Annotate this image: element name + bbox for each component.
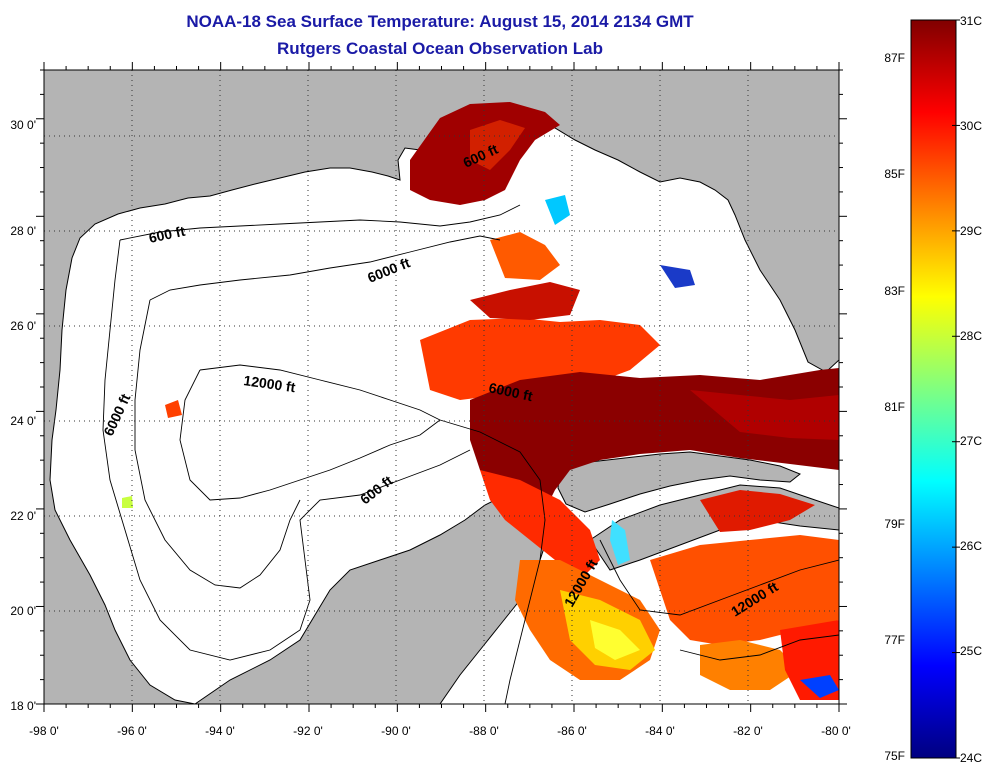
x-tick-label: -86 0' bbox=[557, 724, 587, 738]
fahrenheit-label: 81F bbox=[884, 400, 905, 414]
sst-data-layer bbox=[122, 102, 839, 700]
y-tick-label: 24 0' bbox=[10, 414, 36, 428]
colorbar-celsius-labels: 31C 30C 29C 28C 27C 26C 25C 24C bbox=[960, 14, 982, 765]
y-axis-labels: 18 0' 20 0' 22 0' 24 0' 26 0' 28 0' 30 0… bbox=[10, 118, 36, 713]
fahrenheit-label: 77F bbox=[884, 633, 905, 647]
contour-label: 12000 ft bbox=[243, 372, 297, 395]
land-cuba bbox=[557, 451, 801, 513]
celsius-label: 25C bbox=[960, 644, 982, 658]
y-tick-label: 18 0' bbox=[10, 699, 36, 713]
colorbar: 31C 30C 29C 28C 27C 26C 25C 24C 87F 85F … bbox=[884, 14, 982, 765]
x-tick-label: -98 0' bbox=[29, 724, 59, 738]
land-yucatan bbox=[194, 494, 546, 704]
x-tick-label: -80 0' bbox=[821, 724, 851, 738]
map-title: NOAA-18 Sea Surface Temperature: August … bbox=[186, 12, 694, 31]
y-tick-label: 22 0' bbox=[10, 509, 36, 523]
map-gridlines bbox=[44, 70, 839, 704]
fahrenheit-label: 83F bbox=[884, 284, 905, 298]
x-tick-label: -82 0' bbox=[733, 724, 763, 738]
y-tick-label: 28 0' bbox=[10, 224, 36, 238]
fahrenheit-label: 75F bbox=[884, 749, 905, 763]
x-tick-label: -92 0' bbox=[293, 724, 323, 738]
x-tick-label: -88 0' bbox=[469, 724, 499, 738]
celsius-label: 28C bbox=[960, 329, 982, 343]
x-tick-label: -94 0' bbox=[205, 724, 235, 738]
celsius-label: 27C bbox=[960, 434, 982, 448]
x-axis-labels: -98 0' -96 0' -94 0' -92 0' -90 0' -88 0… bbox=[29, 724, 851, 738]
fahrenheit-label: 79F bbox=[884, 517, 905, 531]
bathymetry-contours bbox=[102, 204, 839, 704]
celsius-label: 29C bbox=[960, 224, 982, 238]
axis-ticks bbox=[36, 62, 847, 712]
y-tick-label: 26 0' bbox=[10, 319, 36, 333]
celsius-label: 26C bbox=[960, 539, 982, 553]
colorbar-ticks bbox=[952, 19, 960, 759]
celsius-label: 30C bbox=[960, 119, 982, 133]
contour-label: 600 ft bbox=[147, 223, 186, 246]
fahrenheit-label: 85F bbox=[884, 167, 905, 181]
celsius-label: 31C bbox=[960, 14, 982, 28]
colorbar-bar bbox=[910, 19, 957, 759]
map-subtitle: Rutgers Coastal Ocean Observation Lab bbox=[277, 39, 603, 58]
x-tick-label: -90 0' bbox=[381, 724, 411, 738]
x-tick-label: -96 0' bbox=[117, 724, 147, 738]
land-us-gulf-coast bbox=[44, 70, 839, 704]
fahrenheit-label: 87F bbox=[884, 51, 905, 65]
celsius-label: 24C bbox=[960, 751, 982, 765]
y-tick-label: 30 0' bbox=[10, 118, 36, 132]
colorbar-fahrenheit-labels: 87F 85F 83F 81F 79F 77F 75F bbox=[884, 51, 905, 763]
x-tick-label: -84 0' bbox=[645, 724, 675, 738]
y-tick-label: 20 0' bbox=[10, 604, 36, 618]
